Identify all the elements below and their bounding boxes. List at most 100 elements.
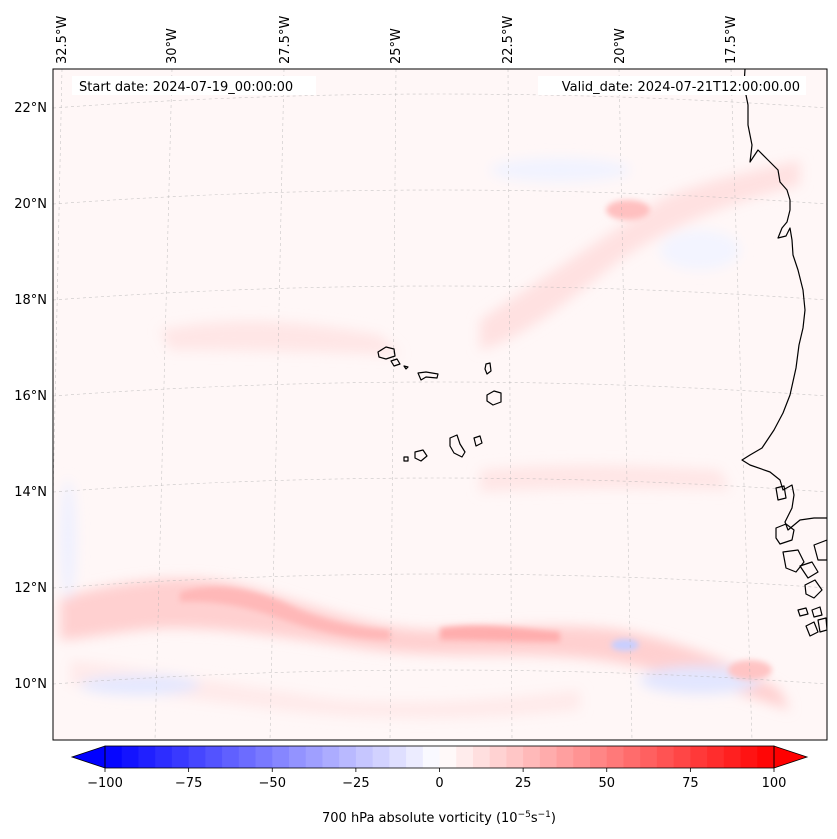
colorbar-segment: [355, 746, 374, 768]
map-frame: [52, 68, 828, 741]
colorbar-segment: [439, 746, 457, 768]
colorbar-segment: [372, 746, 390, 768]
colorbar-segment: [590, 746, 608, 768]
colorbar-tick-label: −50: [259, 776, 286, 791]
island-sao-nicolau: [417, 371, 439, 381]
island-santiago: [449, 434, 466, 458]
colorbar-extend-max-arrow: [773, 745, 809, 769]
map-panel: [53, 69, 827, 740]
lon-label-20w: 20°W: [613, 28, 628, 64]
colorbar-segment: [322, 746, 340, 768]
island-santo-antao: [377, 346, 396, 360]
colorbar-segment: [155, 746, 173, 768]
vorticity-core-west: [180, 586, 390, 640]
colorbar-segment: [456, 746, 474, 768]
positive-vorticity-band-lower-mid: [480, 465, 730, 492]
colorbar-tick-label: −100: [87, 776, 123, 791]
negative-vorticity-patch-south-west: [80, 675, 200, 695]
colorbar-segment: [690, 746, 708, 768]
negative-vorticity-core: [611, 639, 639, 651]
colorbar-title-exp1: −5: [518, 810, 531, 820]
colorbar-segment: [623, 746, 641, 768]
colorbar-segment: [740, 746, 758, 768]
lat-label-12n: 12°N: [14, 581, 47, 596]
colorbar-extend-min-arrow: [70, 745, 106, 769]
valid-date-label: Valid_date: 2024-07-21T12:00:00.00: [562, 80, 800, 95]
longitude-labels: 32.5°W 30°W 27.5°W 25°W 22.5°W 20°W 17.5…: [55, 16, 739, 64]
lon-label-32-5w: 32.5°W: [55, 16, 70, 64]
colorbar-segment: [723, 746, 742, 768]
lon-label-22-5w: 22.5°W: [501, 16, 516, 64]
colorbar-tick-label: 50: [598, 776, 615, 791]
colorbar-segment: [606, 746, 625, 768]
lon-label-27-5w: 27.5°W: [278, 16, 293, 64]
graticule: [53, 69, 827, 740]
negative-vorticity-patch-east: [660, 230, 740, 270]
positive-vorticity-band-south: [70, 660, 580, 719]
vorticity-core-east: [440, 625, 560, 642]
colorbar-segment: [673, 746, 691, 768]
colorbar-segment: [757, 746, 775, 768]
lat-label-14n: 14°N: [14, 485, 47, 500]
negative-vorticity-patch-west: [60, 480, 76, 600]
colorbar-title-prefix: 700 hPa absolute vorticity (10: [322, 811, 518, 826]
colorbar-segment: [573, 746, 591, 768]
lon-label-25w: 25°W: [389, 28, 404, 64]
colorbar-segment: [489, 746, 508, 768]
lat-label-16n: 16°N: [14, 389, 47, 404]
island-santa-luzia: [403, 365, 409, 370]
colorbar-tick-label: 75: [682, 776, 699, 791]
colorbar-title-exp2: −1: [538, 810, 551, 820]
colorbar-segment: [640, 746, 658, 768]
colorbar-title-suffix: ): [551, 811, 556, 826]
cape-verde-islands: [377, 346, 502, 462]
colorbar-segment: [121, 746, 140, 768]
colorbar-segment: [272, 746, 290, 768]
negative-vorticity-patch-north: [490, 158, 630, 182]
latitude-labels: 22°N 20°N 18°N 16°N 14°N 12°N 10°N: [14, 101, 47, 692]
colorbar-tick-label: −75: [175, 776, 202, 791]
island-maio: [473, 435, 483, 447]
colorbar-tick-label: 25: [515, 776, 532, 791]
colorbar-segment: [339, 746, 357, 768]
colorbar-segment: [556, 746, 574, 768]
colorbar-segment: [105, 746, 123, 768]
colorbar-segment: [188, 746, 206, 768]
lon-label-17-5w: 17.5°W: [724, 16, 739, 64]
colorbar-tick-label: −25: [342, 776, 369, 791]
colorbar-segment: [255, 746, 273, 768]
island-sao-vicente: [390, 358, 401, 367]
colorbar-tick-label: 0: [435, 776, 443, 791]
colorbar-segment: [406, 746, 424, 768]
colorbar-segment: [523, 746, 541, 768]
colorbar-segments: [105, 746, 775, 768]
colorbar-segment: [222, 746, 240, 768]
positive-vorticity-band-mid: [160, 320, 400, 355]
positive-vorticity-band-upper: [480, 160, 800, 350]
colorbar-segment: [422, 746, 441, 768]
colorbar-ticks: −100 −75 −50 −25 0 25 50 75 100: [87, 768, 786, 791]
lat-label-10n: 10°N: [14, 677, 47, 692]
colorbar-segment: [389, 746, 407, 768]
colorbar-title: 700 hPa absolute vorticity (10−5s−1): [322, 810, 556, 826]
colorbar-segment: [539, 746, 558, 768]
island-fogo: [414, 449, 428, 462]
positive-vorticity-band-main: [60, 578, 790, 710]
lat-label-18n: 18°N: [14, 293, 47, 308]
start-date-bg: [72, 76, 316, 95]
island-sal: [484, 362, 492, 375]
vorticity-core-north: [606, 200, 650, 220]
valid-date-bg: [538, 76, 806, 95]
colorbar-segment: [707, 746, 725, 768]
colorbar: −100 −75 −50 −25 0 25 50 75 100 700 hPa absolute…: [70, 745, 809, 826]
colorbar-segment: [171, 746, 190, 768]
colorbar-segment: [656, 746, 675, 768]
colorbar-segment: [138, 746, 156, 768]
west-africa-coastline: [741, 69, 827, 637]
vorticity-field: [60, 158, 800, 719]
colorbar-title-mid: s: [531, 811, 538, 826]
island-brava: [403, 456, 409, 462]
lon-label-30w: 30°W: [165, 28, 180, 64]
start-date-label: Start date: 2024-07-19_00:00:00: [79, 80, 293, 95]
colorbar-segment: [506, 746, 524, 768]
